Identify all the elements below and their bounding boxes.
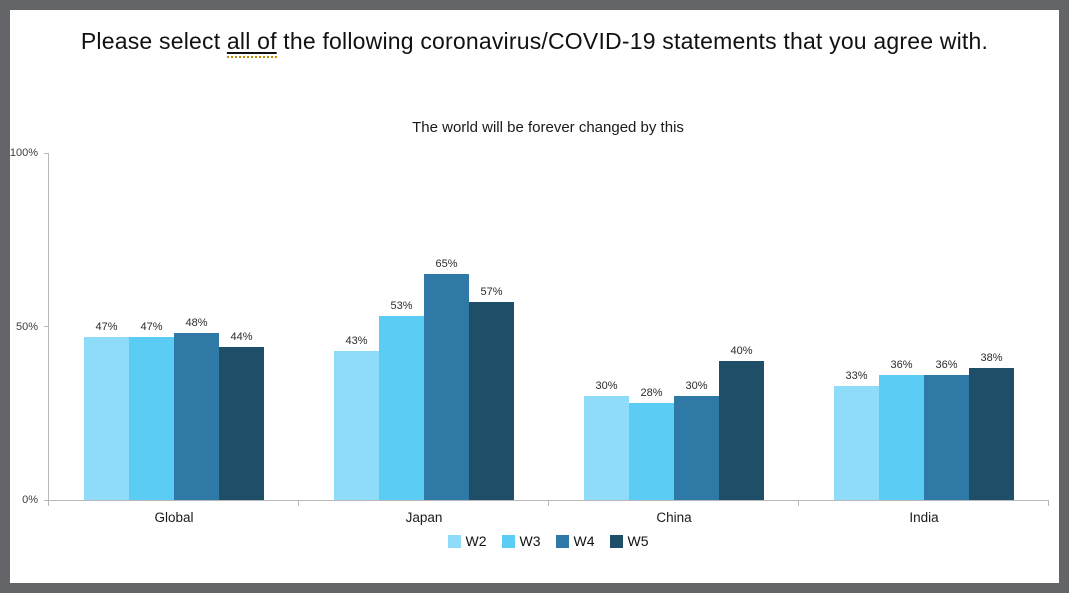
legend-swatch-w3 (501, 534, 515, 548)
legend-item-w3: W3 (501, 533, 541, 549)
bar-value-label: 65% (435, 258, 458, 271)
bar-value-label: 47% (95, 320, 118, 333)
slide: Please select all of the following coron… (10, 10, 1059, 583)
category-group-global: 47% 47% 48% 44% Global (48, 153, 299, 525)
chart-title: The world will be forever changed by thi… (412, 119, 684, 136)
bar-w3-japan (379, 316, 424, 500)
bar-value-label: 44% (230, 331, 253, 344)
y-axis-tick-mark (44, 499, 49, 501)
bar-value-label: 36% (890, 359, 913, 372)
y-axis-tick-mark (44, 326, 49, 327)
legend-item-w5: W5 (609, 533, 649, 549)
x-axis-tick-mark (1048, 500, 1049, 506)
page-title-suffix: the following coronavirus/COVID-19 state… (276, 28, 989, 54)
legend-item-w2: W2 (447, 533, 487, 549)
page-title-prefix: Please select (80, 28, 227, 54)
bar-value-label: 40% (730, 345, 753, 358)
legend-swatch-w5 (609, 534, 623, 548)
x-axis-tick-mark (548, 500, 549, 506)
bar-w5-china (719, 361, 764, 500)
bar-w2-india (834, 385, 879, 500)
bar-value-label: 57% (480, 286, 503, 299)
bar-w2-china (584, 395, 629, 500)
y-axis-tick-mark (44, 152, 49, 154)
legend-label-w3: W3 (519, 533, 541, 549)
bar-w3-china (629, 402, 674, 500)
bar-w4-global (174, 333, 219, 500)
bar-w4-india (924, 375, 969, 500)
x-axis-tick-mark (298, 500, 299, 506)
legend: W2 W3 W4 W5 (48, 533, 1048, 549)
category-label-india: India (909, 510, 939, 525)
legend-label-w2: W2 (465, 533, 487, 549)
bar-w5-india (969, 368, 1014, 500)
legend-item-w4: W4 (555, 533, 595, 549)
y-axis-tick-label: 100% (9, 147, 38, 159)
legend-label-w4: W4 (573, 533, 595, 549)
x-axis-tick-mark (48, 500, 49, 506)
legend-label-w5: W5 (627, 533, 649, 549)
bar-w5-japan (469, 302, 514, 500)
legend-swatch-w2 (447, 534, 461, 548)
category-group-japan: 43% 53% 65% 57% Japan (299, 153, 549, 525)
category-label-japan: Japan (405, 510, 443, 525)
bar-value-label: 36% (935, 359, 958, 372)
bar-w4-japan (424, 274, 469, 500)
category-label-global: Global (154, 510, 194, 525)
bar-value-label: 43% (345, 334, 368, 347)
page-title: Please select all of the following coron… (10, 28, 1059, 58)
x-axis-tick-mark (798, 500, 799, 506)
bar-w4-china (674, 395, 719, 500)
bar-value-label: 38% (980, 352, 1003, 365)
category-group-india: 33% 36% 36% 38% India (799, 153, 1049, 525)
bar-value-label: 33% (845, 369, 868, 382)
y-axis-tick-label: 50% (15, 320, 38, 333)
bar-w2-global (84, 336, 129, 500)
bar-w5-global (219, 347, 264, 500)
y-axis-tick-label: 0% (22, 494, 38, 506)
category-group-china: 30% 28% 30% 40% China (549, 153, 799, 525)
bar-value-label: 47% (140, 320, 163, 333)
bar-value-label: 30% (595, 379, 618, 392)
page-title-underlined-phrase: all of (226, 28, 277, 58)
category-label-china: China (656, 510, 692, 525)
bar-w2-japan (334, 350, 379, 500)
bar-value-label: 30% (685, 379, 708, 392)
bar-value-label: 48% (185, 317, 208, 330)
bar-w3-india (879, 375, 924, 500)
bar-w3-global (129, 336, 174, 500)
legend-swatch-w4 (555, 534, 569, 548)
bar-value-label: 28% (640, 386, 663, 399)
plot-area: 0% 50% 100% 47% 47% 48% 44% Global 43% 53% 65% 57% J… (10, 147, 1049, 525)
bar-value-label: 53% (390, 300, 413, 313)
